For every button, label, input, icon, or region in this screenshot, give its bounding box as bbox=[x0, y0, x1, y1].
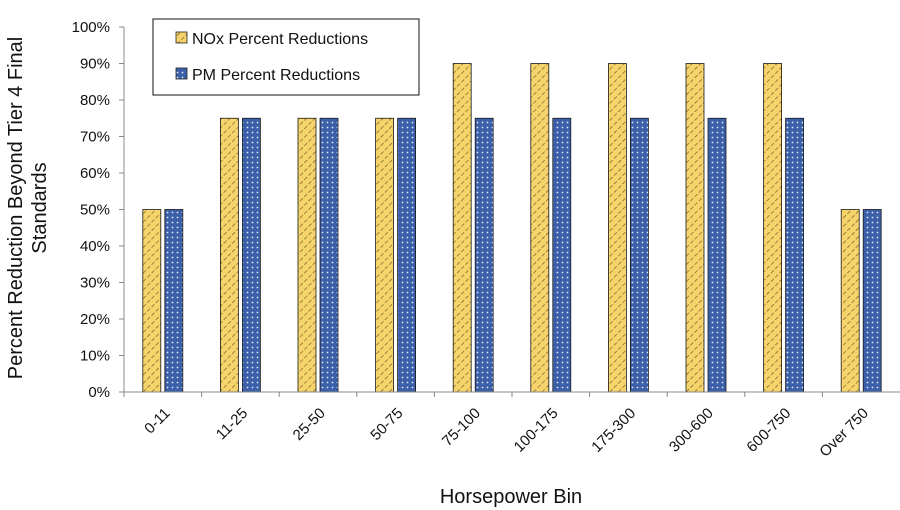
y-tick-label: 0% bbox=[88, 384, 110, 401]
x-tick-label: 300-600 bbox=[666, 405, 717, 456]
y-tick-label: 30% bbox=[80, 275, 110, 292]
y-tick-label: 70% bbox=[80, 129, 110, 146]
y-axis-ticks: 0% 10% 20% 30% 40% 50% 60% 70% 80% 90% 100% bbox=[72, 19, 124, 401]
bar-nox-2 bbox=[297, 117, 317, 393]
bar-pm-2 bbox=[319, 117, 339, 393]
x-tick-label: 75-100 bbox=[439, 405, 484, 450]
x-tick-label: 25-50 bbox=[290, 405, 329, 444]
x-tick-label: 600-750 bbox=[743, 405, 794, 456]
bar-nox-7 bbox=[685, 63, 705, 393]
x-axis-ticks: 0-11 11-25 25-50 50-75 75-100 100-175 175-300 3… bbox=[123, 392, 872, 461]
bars-group bbox=[142, 63, 882, 393]
bar-pm-9 bbox=[862, 209, 882, 393]
y-axis-title: Percent Reduction Beyond Tier 4 Final St… bbox=[5, 37, 51, 379]
x-tick-label: 175-300 bbox=[588, 405, 639, 456]
y-axis-title-line-2: Standards bbox=[29, 162, 51, 253]
x-tick-label: 11-25 bbox=[213, 405, 251, 443]
y-tick-label: 20% bbox=[80, 311, 110, 328]
x-axis-title: Horsepower Bin bbox=[440, 486, 582, 508]
y-tick-label: 90% bbox=[80, 56, 110, 73]
y-tick-label: 60% bbox=[80, 165, 110, 182]
bar-nox-3 bbox=[375, 117, 395, 393]
x-tick-label: 0-11 bbox=[141, 405, 173, 437]
x-tick-label: 50-75 bbox=[367, 405, 406, 444]
legend-swatch-pm bbox=[175, 67, 188, 80]
y-tick-label: 40% bbox=[80, 238, 110, 255]
bar-pm-0 bbox=[164, 209, 184, 393]
bar-nox-4 bbox=[452, 63, 472, 393]
bar-pm-7 bbox=[707, 117, 727, 393]
legend: NOx Percent Reductions PM Percent Reduct… bbox=[152, 18, 420, 96]
bar-nox-1 bbox=[219, 117, 239, 393]
bar-pm-8 bbox=[785, 117, 804, 393]
y-tick-label: 80% bbox=[80, 92, 110, 109]
y-axis-title-line-1: Percent Reduction Beyond Tier 4 Final bbox=[5, 37, 27, 379]
bar-pm-1 bbox=[241, 117, 261, 393]
y-tick-label: 50% bbox=[80, 202, 110, 219]
bar-nox-9 bbox=[840, 209, 860, 393]
x-tick-label: Over 750 bbox=[816, 405, 872, 461]
legend-swatch-nox bbox=[175, 31, 188, 44]
bar-pm-4 bbox=[474, 117, 494, 393]
bar-nox-6 bbox=[608, 63, 627, 393]
x-tick-label: 100-175 bbox=[511, 405, 562, 456]
bar-pm-5 bbox=[552, 117, 572, 393]
y-tick-label: 100% bbox=[72, 19, 110, 36]
bar-nox-5 bbox=[530, 63, 550, 393]
legend-label-pm: PM Percent Reductions bbox=[192, 67, 360, 84]
bar-nox-0 bbox=[142, 209, 162, 393]
legend-label-nox: NOx Percent Reductions bbox=[192, 31, 368, 48]
bar-pm-3 bbox=[397, 117, 417, 393]
bar-nox-8 bbox=[763, 63, 782, 393]
bar-pm-6 bbox=[630, 117, 649, 393]
y-tick-label: 10% bbox=[80, 348, 110, 365]
legend-box bbox=[152, 18, 420, 96]
